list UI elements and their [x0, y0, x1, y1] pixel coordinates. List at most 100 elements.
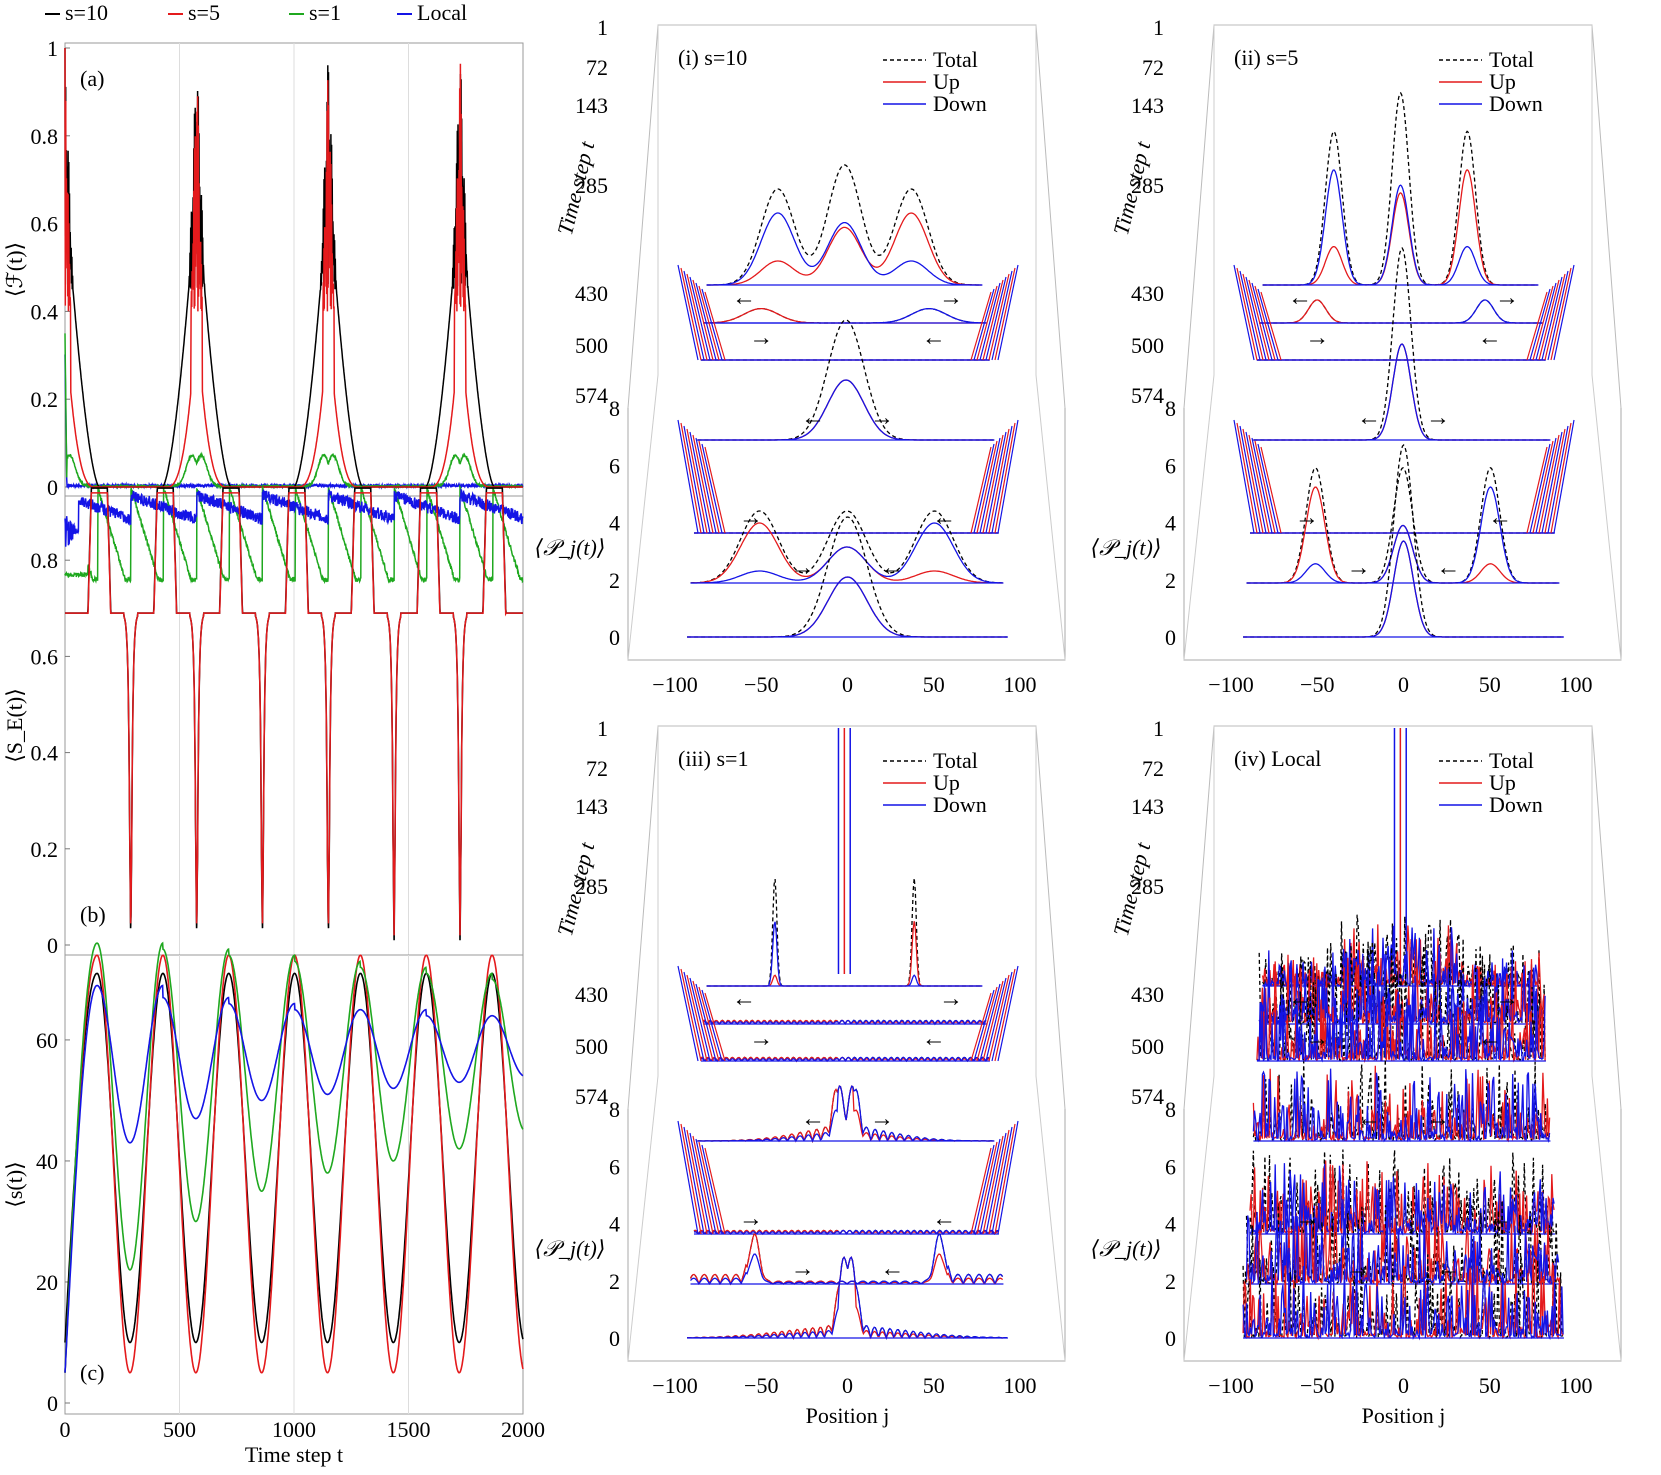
legend-up: Up: [1489, 770, 1516, 795]
edge-trace: [689, 1132, 711, 1235]
edge-trace: [695, 983, 717, 1062]
ytick-label: 40: [36, 1149, 58, 1174]
ytick-label: 0.6: [31, 212, 59, 237]
xtick-label: −50: [744, 1373, 778, 1398]
trace-down: [690, 1233, 1004, 1285]
xlabel-position: Position j: [1362, 1403, 1446, 1428]
trace-down: [1256, 988, 1546, 1063]
xtick-label: 0: [1398, 1373, 1409, 1398]
trace-down: [1249, 1163, 1555, 1237]
legend-total: Total: [933, 47, 978, 72]
legend-up: Up: [933, 69, 960, 94]
trace-total: [1262, 91, 1538, 286]
edge-trace: [701, 443, 723, 534]
box-top-frame: [627, 725, 1066, 1110]
edge-trace: [994, 422, 1016, 534]
time-tick-label: 143: [1131, 93, 1164, 118]
legend-total: Total: [933, 748, 978, 773]
xtick-label: 2000: [501, 1417, 545, 1442]
edge-trace: [976, 1141, 998, 1235]
z-tick-label: 2: [1165, 568, 1176, 593]
arrow-right-icon: →: [1426, 1106, 1450, 1132]
z-tick-label: 8: [609, 1097, 620, 1122]
panel-label-b: (b): [80, 902, 106, 927]
legend-up: Up: [933, 770, 960, 795]
arrow-left-icon: ←: [1436, 555, 1460, 581]
edge-trace: [1242, 273, 1264, 361]
box-floor-edge: [1183, 1075, 1215, 1362]
arrow-left-icon: ←: [1478, 325, 1502, 351]
time-tick-label: 430: [575, 281, 608, 306]
time-tick-label: 143: [1131, 794, 1164, 819]
z-tick-label: 0: [609, 1326, 620, 1351]
edge-trace: [988, 974, 1010, 1062]
edge-trace: [982, 434, 1004, 534]
time-tick-label: 574: [1131, 383, 1164, 408]
edge-trace: [1245, 276, 1267, 361]
edge-trace: [692, 1135, 714, 1235]
edge-trace: [1553, 419, 1575, 534]
arrow-left-icon: ←: [880, 1256, 904, 1282]
edge-trace: [1254, 285, 1276, 361]
series-s5-fidelity: [64, 47, 523, 488]
ylabel-a: ⟨ℱ(t)⟩: [2, 242, 27, 297]
box-front-frame: [627, 408, 1066, 661]
box-top-frame: [1183, 24, 1622, 409]
zlabel: ⟨𝒫_j(t)⟩: [1091, 535, 1162, 560]
edge-trace: [988, 273, 1010, 361]
arrow-right-icon: →: [749, 1026, 773, 1052]
edge-trace: [1239, 425, 1261, 534]
ytick-label: 60: [36, 1028, 58, 1053]
arrow-left-icon: ←: [732, 285, 756, 311]
legend-down: Down: [933, 91, 987, 116]
edge-trace: [689, 431, 711, 534]
edge-trace: [1529, 288, 1551, 361]
zlabel: ⟨𝒫_j(t)⟩: [1091, 1236, 1162, 1261]
edge-trace: [704, 446, 726, 534]
edge-trace: [970, 446, 992, 534]
edge-trace: [991, 971, 1013, 1062]
edge-trace: [976, 986, 998, 1062]
xtick-label: −100: [652, 672, 697, 697]
edge-trace: [1254, 440, 1276, 534]
edge-trace: [1526, 291, 1548, 361]
z-tick-label: 4: [609, 511, 620, 536]
edge-trace: [985, 977, 1007, 1062]
time-tick-label: 143: [575, 794, 608, 819]
ytick-label: 0: [47, 933, 58, 958]
edge-trace: [1260, 446, 1282, 534]
ytick-label: 1: [47, 36, 58, 61]
arrow-right-icon: →: [791, 1256, 815, 1282]
edge-trace: [1248, 434, 1270, 534]
z-tick-label: 4: [1165, 1212, 1176, 1237]
z-tick-label: 6: [609, 1154, 620, 1179]
series-s5-entropy: [65, 492, 523, 936]
edge-trace: [973, 989, 995, 1062]
arrow-right-icon: →: [1305, 325, 1329, 351]
panel-label-a: (a): [80, 66, 104, 91]
arrow-right-icon: →: [791, 555, 815, 581]
box-floor-edge: [627, 374, 659, 661]
edge-trace: [1547, 270, 1569, 361]
edge-trace: [704, 1147, 726, 1235]
edge-trace: [994, 968, 1016, 1062]
trace-down: [687, 1256, 1008, 1340]
legend-label-s=10: s=10: [65, 0, 108, 25]
arrow-left-icon: ←: [932, 505, 956, 531]
panel-label: (i) s=10: [678, 45, 747, 70]
z-tick-label: 2: [609, 568, 620, 593]
trace-down: [697, 379, 994, 441]
edge-trace: [677, 264, 699, 361]
panel-label: (ii) s=5: [1234, 45, 1298, 70]
trace-up: [1262, 168, 1538, 286]
box-front-frame: [1183, 1109, 1622, 1362]
time-tick-label: 285: [1131, 173, 1164, 198]
legend-up: Up: [1489, 69, 1516, 94]
time-tick-label: 72: [1142, 756, 1164, 781]
edge-trace: [994, 267, 1016, 361]
trace-down: [1242, 1265, 1564, 1341]
trace-down: [687, 576, 1008, 638]
series-local-entropy: [64, 488, 524, 547]
edge-trace: [1529, 443, 1551, 534]
edge-trace: [683, 1126, 705, 1235]
